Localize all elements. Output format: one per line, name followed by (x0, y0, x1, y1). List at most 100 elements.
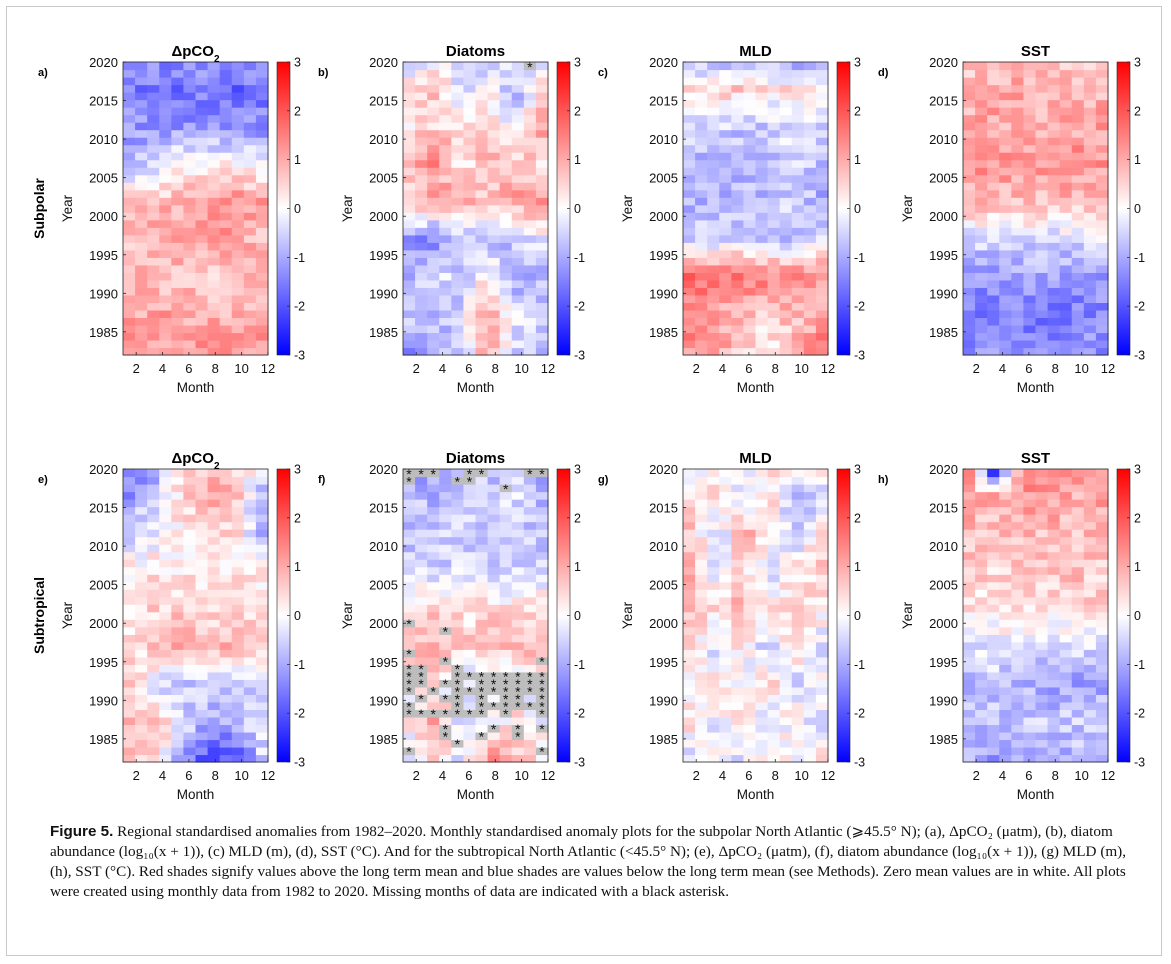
heatmap-cell (1059, 159, 1073, 168)
heatmap-cell (207, 324, 221, 334)
heatmap-cell (523, 521, 537, 530)
heatmap-cell (767, 62, 781, 71)
heatmap-cell (523, 566, 537, 575)
heatmap-cell (523, 317, 537, 326)
heatmap-cell (975, 484, 988, 493)
heatmap-cell (243, 107, 257, 116)
heatmap-cell (815, 551, 829, 560)
heatmap-cell (1011, 694, 1025, 703)
heatmap-cell (987, 754, 1000, 763)
heatmap-cell (815, 152, 829, 161)
heatmap-cell (755, 107, 769, 116)
heatmap-cell (195, 724, 209, 733)
heatmap-cell (231, 679, 245, 688)
heatmap-cell (1083, 122, 1097, 131)
heatmap-cell (731, 604, 745, 613)
heatmap-cell (171, 347, 185, 356)
heatmap-cell (231, 84, 245, 93)
heatmap-cell (207, 544, 221, 553)
heatmap-cell (135, 746, 148, 756)
heatmap-cell (1047, 566, 1061, 575)
heatmap-cell (219, 77, 233, 86)
heatmap-cell (791, 596, 805, 605)
heatmap-cell (231, 694, 245, 703)
heatmap-cell (243, 611, 257, 620)
heatmap-cell (1071, 686, 1085, 695)
heatmap-cell (1071, 62, 1085, 71)
heatmap-cell (1071, 279, 1085, 288)
heatmap-cell (707, 521, 720, 530)
y-tick-label: 2005 (369, 578, 398, 593)
heatmap-cell (1083, 242, 1097, 251)
heatmap-cell (427, 107, 440, 116)
missing-asterisk: * (539, 691, 545, 707)
heatmap-cell (231, 514, 245, 523)
heatmap-cell (207, 701, 221, 711)
heatmap-cell (147, 227, 160, 236)
heatmap-cell (135, 99, 148, 108)
missing-asterisk: * (455, 661, 461, 677)
heatmap-cell (415, 469, 428, 478)
heatmap-cell (731, 626, 745, 635)
heatmap-cell (1023, 339, 1037, 349)
heatmap-cell (427, 234, 440, 243)
heatmap-cell (779, 701, 793, 711)
heatmap-cell (171, 649, 185, 658)
heatmap-cell (1035, 182, 1049, 191)
heatmap-cell (683, 242, 696, 251)
heatmap-cell (803, 694, 817, 703)
heatmap-cell (1023, 159, 1037, 168)
heatmap-cell (499, 339, 513, 349)
heatmap-cell (803, 664, 817, 673)
heatmap-cell (1047, 589, 1061, 598)
heatmap-cell (535, 234, 549, 243)
heatmap-cell (999, 709, 1012, 718)
heatmap-cell (975, 499, 988, 508)
heatmap-cell (815, 212, 829, 221)
heatmap-cell (719, 227, 732, 236)
heatmap-cell (1095, 62, 1109, 71)
heatmap-cell (963, 559, 976, 568)
heatmap-cell (195, 536, 209, 545)
heatmap-cell (779, 656, 793, 665)
heatmap-cell (135, 656, 148, 665)
heatmap-cell (171, 484, 185, 493)
heatmap-cell (183, 302, 197, 311)
x-axis-label: Month (737, 380, 775, 395)
heatmap-cell (975, 257, 988, 266)
heatmap-cell (779, 324, 793, 334)
heatmap-cell (803, 324, 817, 334)
heatmap-cell (975, 279, 988, 288)
heatmap-cell (207, 309, 221, 319)
heatmap-cell (963, 69, 976, 78)
heatmap-cell (207, 499, 221, 508)
heatmap-cell (803, 566, 817, 575)
heatmap-cell (707, 189, 720, 198)
heatmap-cell (231, 107, 245, 116)
heatmap-cell (779, 619, 793, 628)
heatmap-cell (695, 77, 708, 86)
heatmap-cell (707, 551, 720, 560)
heatmap-cell (499, 716, 513, 726)
x-tick-label: 6 (1025, 768, 1032, 783)
heatmap-cell (779, 521, 793, 530)
heatmap-cell (963, 212, 976, 221)
heatmap-cell (159, 189, 172, 198)
heatmap-cell (523, 302, 537, 311)
heatmap-cell (731, 279, 745, 288)
heatmap-cell (195, 159, 209, 168)
heatmap-cell (427, 656, 440, 665)
heatmap-cell (207, 731, 221, 741)
heatmap-cell (779, 332, 793, 341)
heatmap-cell (791, 469, 805, 478)
heatmap-cell (1023, 257, 1037, 266)
heatmap-cell (183, 84, 197, 93)
heatmap-cell (815, 77, 829, 86)
heatmap-cell (219, 746, 233, 756)
heatmap-cell (183, 506, 197, 515)
heatmap-cell (243, 347, 257, 356)
heatmap-cell (171, 551, 185, 560)
heatmap-cell (815, 536, 829, 545)
heatmap-cell (171, 724, 185, 733)
y-tick-label: 2020 (649, 55, 678, 70)
